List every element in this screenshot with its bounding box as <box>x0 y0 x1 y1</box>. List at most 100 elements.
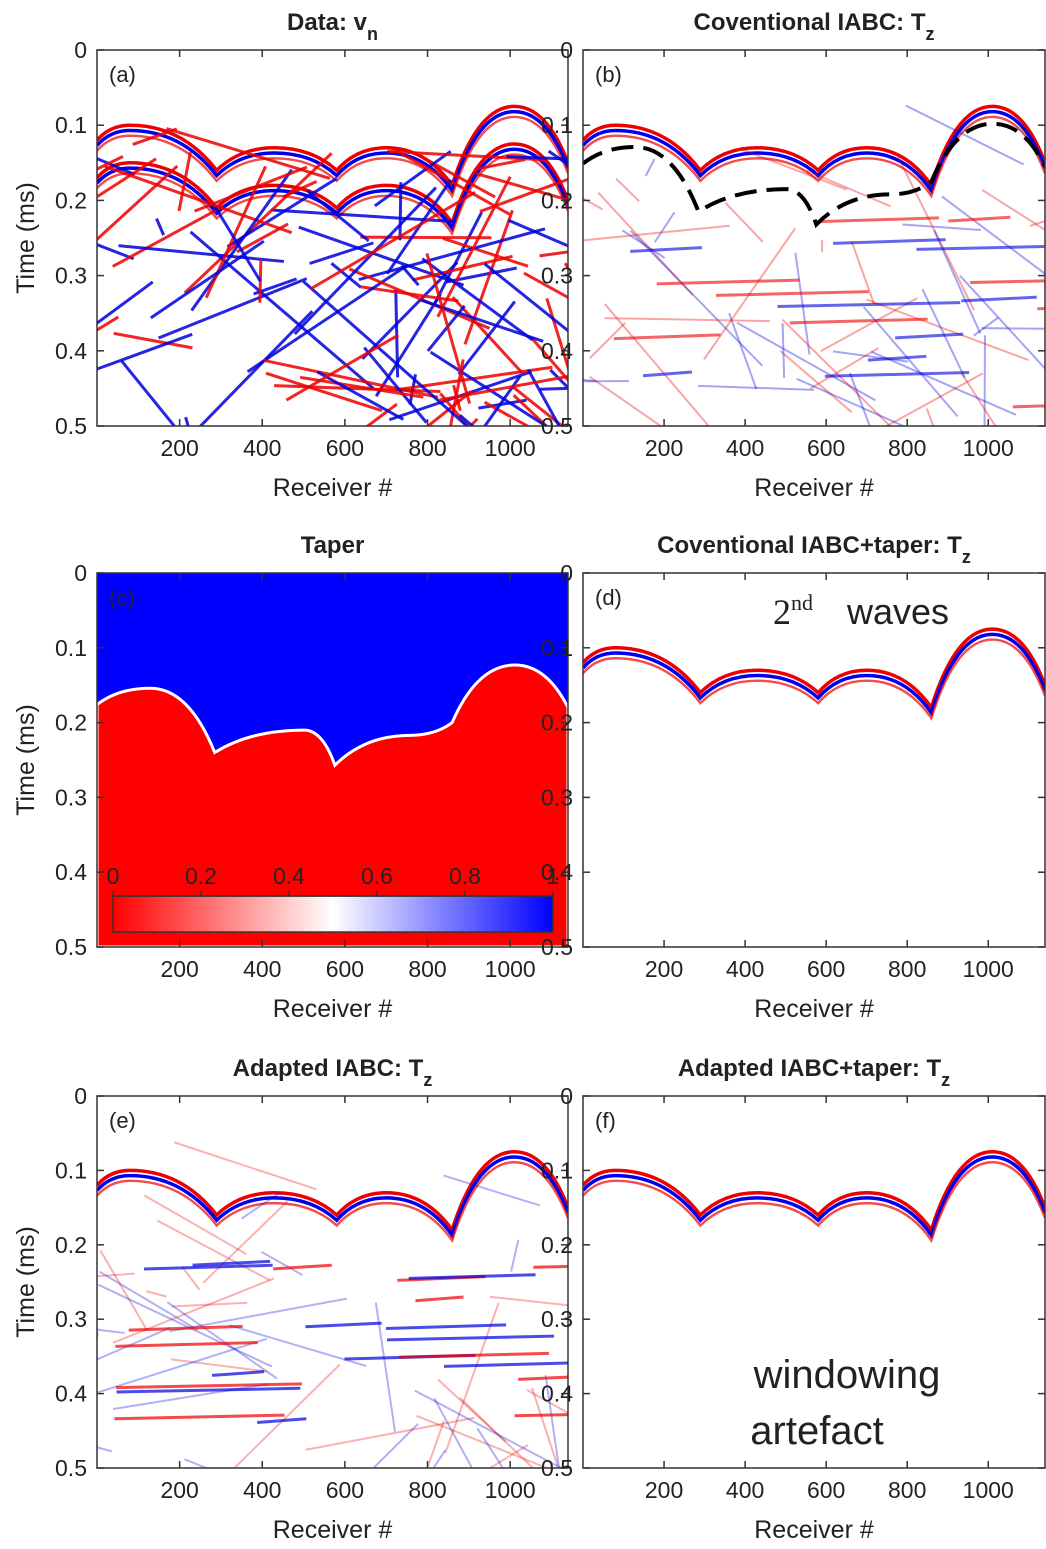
wave-streak <box>305 1416 475 1451</box>
wave-streak <box>97 402 98 404</box>
wavefront <box>97 1155 568 1240</box>
wave-streak <box>363 346 428 424</box>
wave-streak <box>173 1141 317 1191</box>
wave-streak <box>132 127 178 146</box>
wave-streak <box>408 1273 536 1280</box>
wave-streak <box>941 195 1045 275</box>
wave-streak <box>621 229 666 259</box>
image-bg <box>583 1096 1045 1468</box>
wave-streak <box>539 250 568 258</box>
wavefront <box>97 142 568 227</box>
wave-streak <box>544 1374 560 1468</box>
x-axis-label: Receiver # <box>754 995 874 1023</box>
wave-streak <box>512 385 565 426</box>
wave-streak <box>115 1341 258 1348</box>
wave-streak <box>97 332 193 371</box>
x-tick-label: 200 <box>160 435 198 461</box>
wave-streak <box>150 239 265 320</box>
wave-streak <box>604 317 770 323</box>
image <box>583 573 1045 947</box>
wave-streak <box>781 323 786 379</box>
y-tick-label: 0.1 <box>541 635 573 661</box>
wave-streak <box>113 331 193 350</box>
wave-streak <box>526 368 561 426</box>
wave-streak <box>960 372 997 426</box>
x-tick-label: 200 <box>645 1477 683 1503</box>
wave-streak <box>518 1375 568 1381</box>
wave-streak <box>399 1351 549 1359</box>
image-bg <box>583 573 1045 947</box>
wave-streak <box>282 180 318 199</box>
x-tick-label: 200 <box>160 1477 198 1503</box>
wave-streak <box>372 1422 419 1468</box>
wave-streak <box>97 280 154 326</box>
wave-streak <box>583 197 604 211</box>
title-subscript: n <box>367 24 378 44</box>
wave-streak <box>444 1302 500 1454</box>
wave-streak <box>483 374 522 426</box>
wave-streak <box>309 241 374 265</box>
wave-streak <box>398 182 403 241</box>
wave-streak <box>116 1382 302 1390</box>
axes-frame <box>96 572 569 948</box>
axes-frame <box>582 1095 1046 1469</box>
y-tick-label: 0.3 <box>55 784 87 810</box>
panel-label: (f) <box>595 1108 616 1133</box>
x-axis-label: Receiver # <box>754 474 874 502</box>
panel-label: (b) <box>595 62 622 87</box>
x-tick-label: 1000 <box>963 956 1014 982</box>
wave-streak <box>443 1361 568 1368</box>
x-tick-label: 600 <box>807 435 845 461</box>
y-tick-label: 0.1 <box>55 635 87 661</box>
wave-streak <box>848 372 871 426</box>
wave-streak <box>400 264 420 287</box>
y-tick-label: 0.1 <box>55 112 87 138</box>
wave-streak <box>97 243 135 261</box>
x-tick-label: 1000 <box>485 1477 536 1503</box>
wave-streak <box>414 1389 564 1468</box>
wave-streak <box>116 1386 301 1394</box>
wavefront <box>583 109 1045 195</box>
annotation: windowing <box>753 1353 941 1397</box>
wave-streak <box>374 293 442 398</box>
y-tick-label: 0.3 <box>541 784 573 810</box>
colorbar-tick-label: 0.6 <box>361 863 393 889</box>
wave-streak <box>436 176 512 318</box>
wave-streak <box>656 278 800 286</box>
x-axis-label: Receiver # <box>273 474 393 502</box>
x-tick-label: 600 <box>807 956 845 982</box>
wave-streak <box>724 201 764 243</box>
image-bg <box>583 50 1045 426</box>
x-tick-label: 600 <box>326 1477 364 1503</box>
wave-streak <box>526 1389 568 1415</box>
wave-streak <box>432 211 484 305</box>
y-tick-label: 0.4 <box>55 859 87 885</box>
wave-streak <box>789 317 928 325</box>
wave-streak <box>330 262 363 289</box>
wave-streak <box>781 318 892 426</box>
y-tick-label: 0.5 <box>541 934 573 960</box>
wave-streak <box>604 303 710 426</box>
chart-title: Adapted IABC: Tz <box>233 1055 433 1090</box>
wave-streak <box>653 211 676 243</box>
wave-streak <box>112 205 224 268</box>
y-tick-label: 0.4 <box>541 338 573 364</box>
wavefront <box>97 109 568 195</box>
chart-title: Adapted IABC+taper: Tz <box>678 1055 950 1090</box>
wave-streak <box>824 370 970 378</box>
x-tick-label: 200 <box>645 956 683 982</box>
wave-streak <box>97 1328 125 1334</box>
y-tick-label: 0.2 <box>541 1232 573 1258</box>
image <box>97 50 568 426</box>
title-subscript: z <box>941 1070 950 1090</box>
wave-streak <box>530 337 568 383</box>
title-text: Adapted IABC: T <box>233 1055 424 1082</box>
wave-streak <box>613 333 721 341</box>
wave-streak <box>862 306 959 418</box>
y-tick-label: 0.2 <box>55 1232 87 1258</box>
y-tick-label: 0.3 <box>55 263 87 289</box>
y-tick-label: 0.3 <box>541 263 573 289</box>
y-tick-label: 0.3 <box>541 1306 573 1332</box>
y-tick-label: 0.4 <box>55 1381 87 1407</box>
wave-streak <box>459 1397 533 1468</box>
